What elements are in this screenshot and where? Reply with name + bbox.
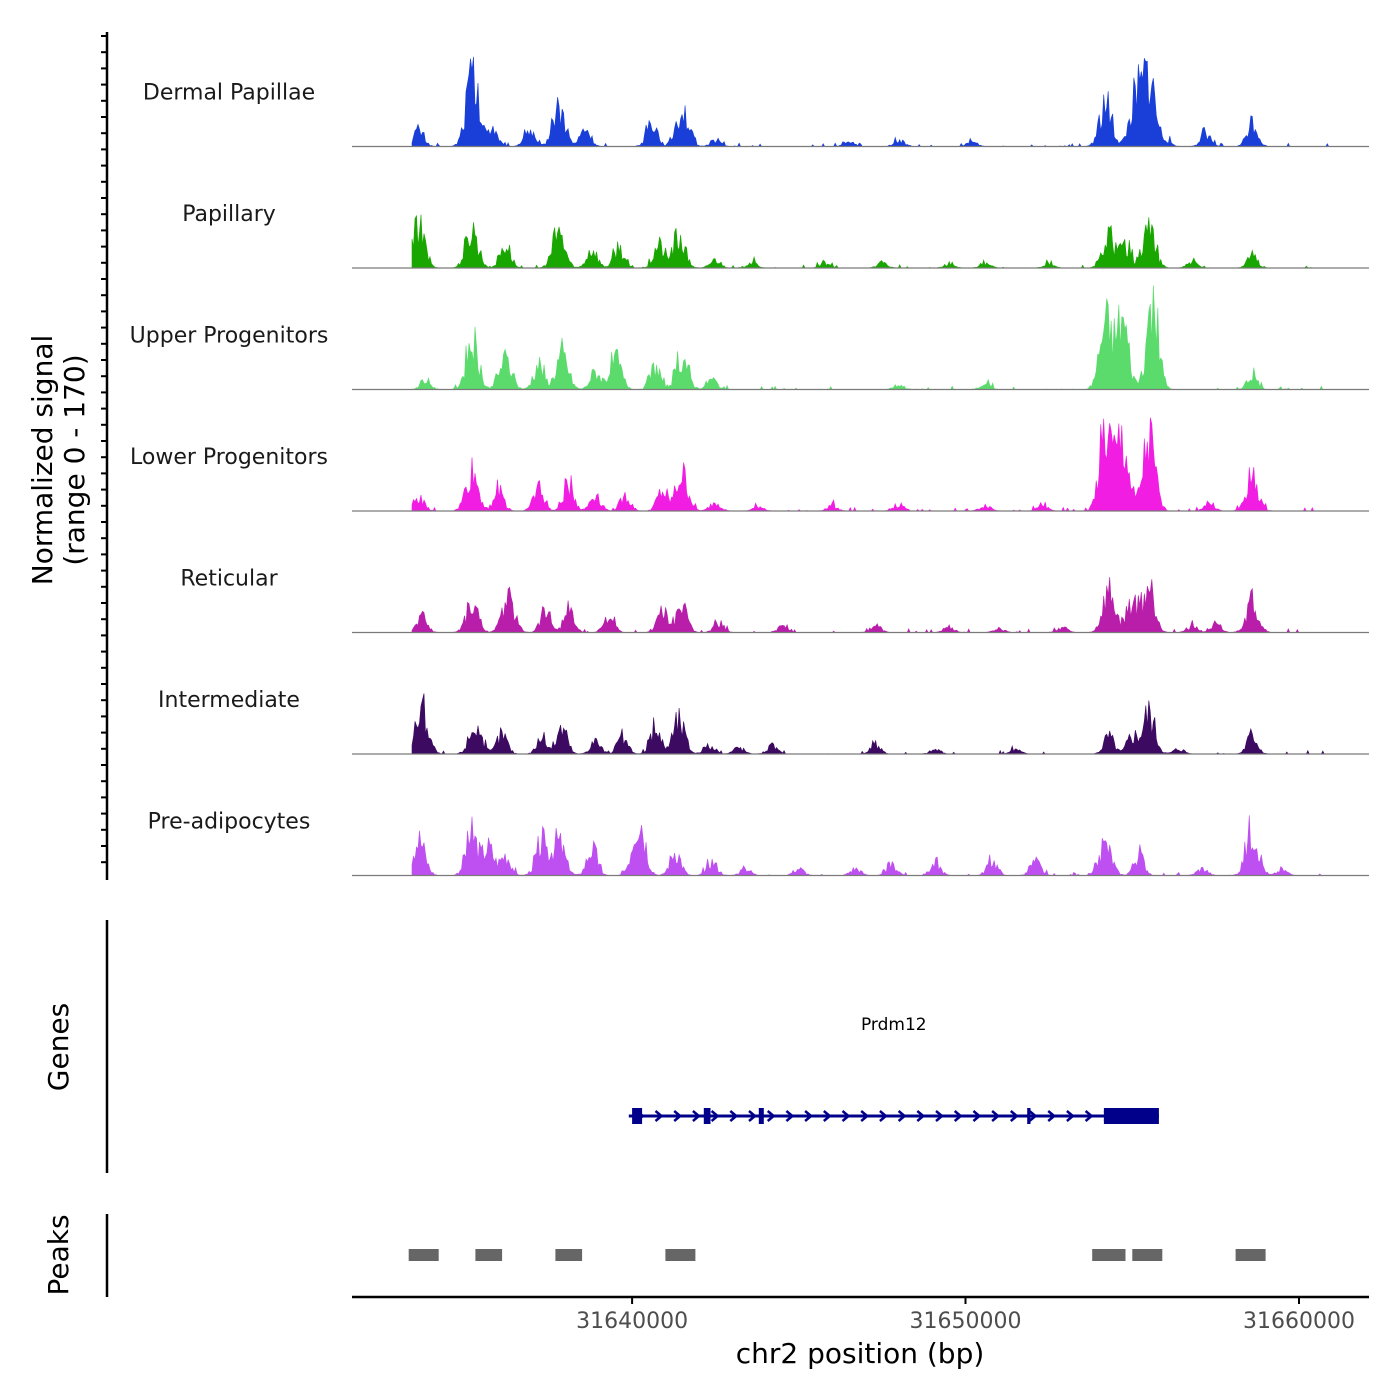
track-3: Lower Progenitors xyxy=(130,417,1369,512)
strand-arrow xyxy=(991,1110,1001,1122)
track-4: Reticular xyxy=(180,567,1369,634)
strand-arrow xyxy=(879,1110,888,1122)
strand-arrow xyxy=(860,1110,870,1122)
strand-arrow xyxy=(972,1110,982,1122)
track-label: Reticular xyxy=(180,567,278,592)
strand-arrow xyxy=(729,1110,739,1122)
strand-arrow xyxy=(897,1110,907,1122)
strand-arrow xyxy=(766,1110,776,1122)
strand-arrow xyxy=(710,1110,720,1122)
strand-arrow xyxy=(785,1110,795,1122)
track-1: Papillary xyxy=(182,202,1369,269)
track-signal-area xyxy=(411,693,1333,755)
track-5: Intermediate xyxy=(158,688,1369,755)
strand-arrow xyxy=(953,1110,963,1122)
track-signal-area xyxy=(411,417,1333,512)
y-axis-title-line1: Normalized signal xyxy=(26,335,59,586)
track-label: Lower Progenitors xyxy=(130,445,328,470)
x-axis-ticks: 31640000 31650000 31660000 xyxy=(576,1297,1355,1334)
track-2: Upper Progenitors xyxy=(130,285,1369,391)
strand-arrow xyxy=(1028,1110,1038,1122)
strand-arrow xyxy=(935,1110,944,1122)
track-0: Dermal Papillae xyxy=(143,56,1369,148)
peaks-panel xyxy=(408,1249,1266,1261)
gene-exon xyxy=(1027,1108,1031,1124)
strand-arrow xyxy=(748,1110,757,1122)
track-signal-area xyxy=(411,285,1333,391)
strand-arrow xyxy=(841,1110,851,1122)
x-tick-label: 31660000 xyxy=(1243,1309,1355,1334)
peak-region xyxy=(555,1249,583,1261)
peak-region xyxy=(665,1249,696,1261)
x-axis-title: chr2 position (bp) xyxy=(736,1337,985,1370)
track-label: Pre-adipocytes xyxy=(148,810,311,835)
strand-arrow xyxy=(1047,1110,1057,1122)
strand-arrow xyxy=(1066,1110,1075,1122)
gene-exon xyxy=(632,1108,643,1124)
peak-region xyxy=(408,1249,439,1261)
strand-arrow xyxy=(1084,1110,1094,1122)
peak-region xyxy=(1132,1249,1163,1261)
track-6: Pre-adipocytes xyxy=(148,810,1369,877)
strand-arrow xyxy=(1009,1110,1019,1122)
x-tick-label: 31640000 xyxy=(576,1309,688,1334)
track-signal-area xyxy=(411,56,1333,148)
peak-region xyxy=(1092,1249,1126,1261)
gene-exon xyxy=(1103,1108,1159,1124)
peak-region xyxy=(1235,1249,1266,1261)
y-axis-title-line2: (range 0 - 170) xyxy=(58,354,91,565)
genes-panel-label: Genes xyxy=(42,1003,75,1091)
track-signal-area xyxy=(411,214,1333,269)
track-label: Upper Progenitors xyxy=(130,324,329,349)
track-signal-area xyxy=(411,577,1333,633)
strand-arrow xyxy=(916,1110,926,1122)
signal-y-axis-ticks xyxy=(101,35,107,864)
track-label: Papillary xyxy=(182,202,276,227)
genes-panel: Prdm12 xyxy=(628,1015,1159,1124)
gene-exon xyxy=(758,1108,764,1124)
peaks-panel-label: Peaks xyxy=(42,1214,75,1295)
strand-arrow xyxy=(654,1110,664,1122)
gene-exon xyxy=(703,1108,711,1124)
strand-arrow xyxy=(692,1110,701,1122)
gene-Prdm12: Prdm12 xyxy=(628,1015,1159,1124)
peak-region xyxy=(475,1249,503,1261)
x-tick-label: 31650000 xyxy=(910,1309,1022,1334)
track-label: Intermediate xyxy=(158,688,300,713)
strand-arrow xyxy=(822,1110,832,1122)
strand-arrow xyxy=(804,1110,814,1122)
track-signal-area xyxy=(411,815,1333,876)
strand-arrow xyxy=(673,1110,683,1122)
gene-name-label: Prdm12 xyxy=(861,1015,927,1035)
signal-tracks: Dermal Papillae Papillary Upper Progenitor… xyxy=(130,56,1369,877)
track-label: Dermal Papillae xyxy=(143,81,315,106)
